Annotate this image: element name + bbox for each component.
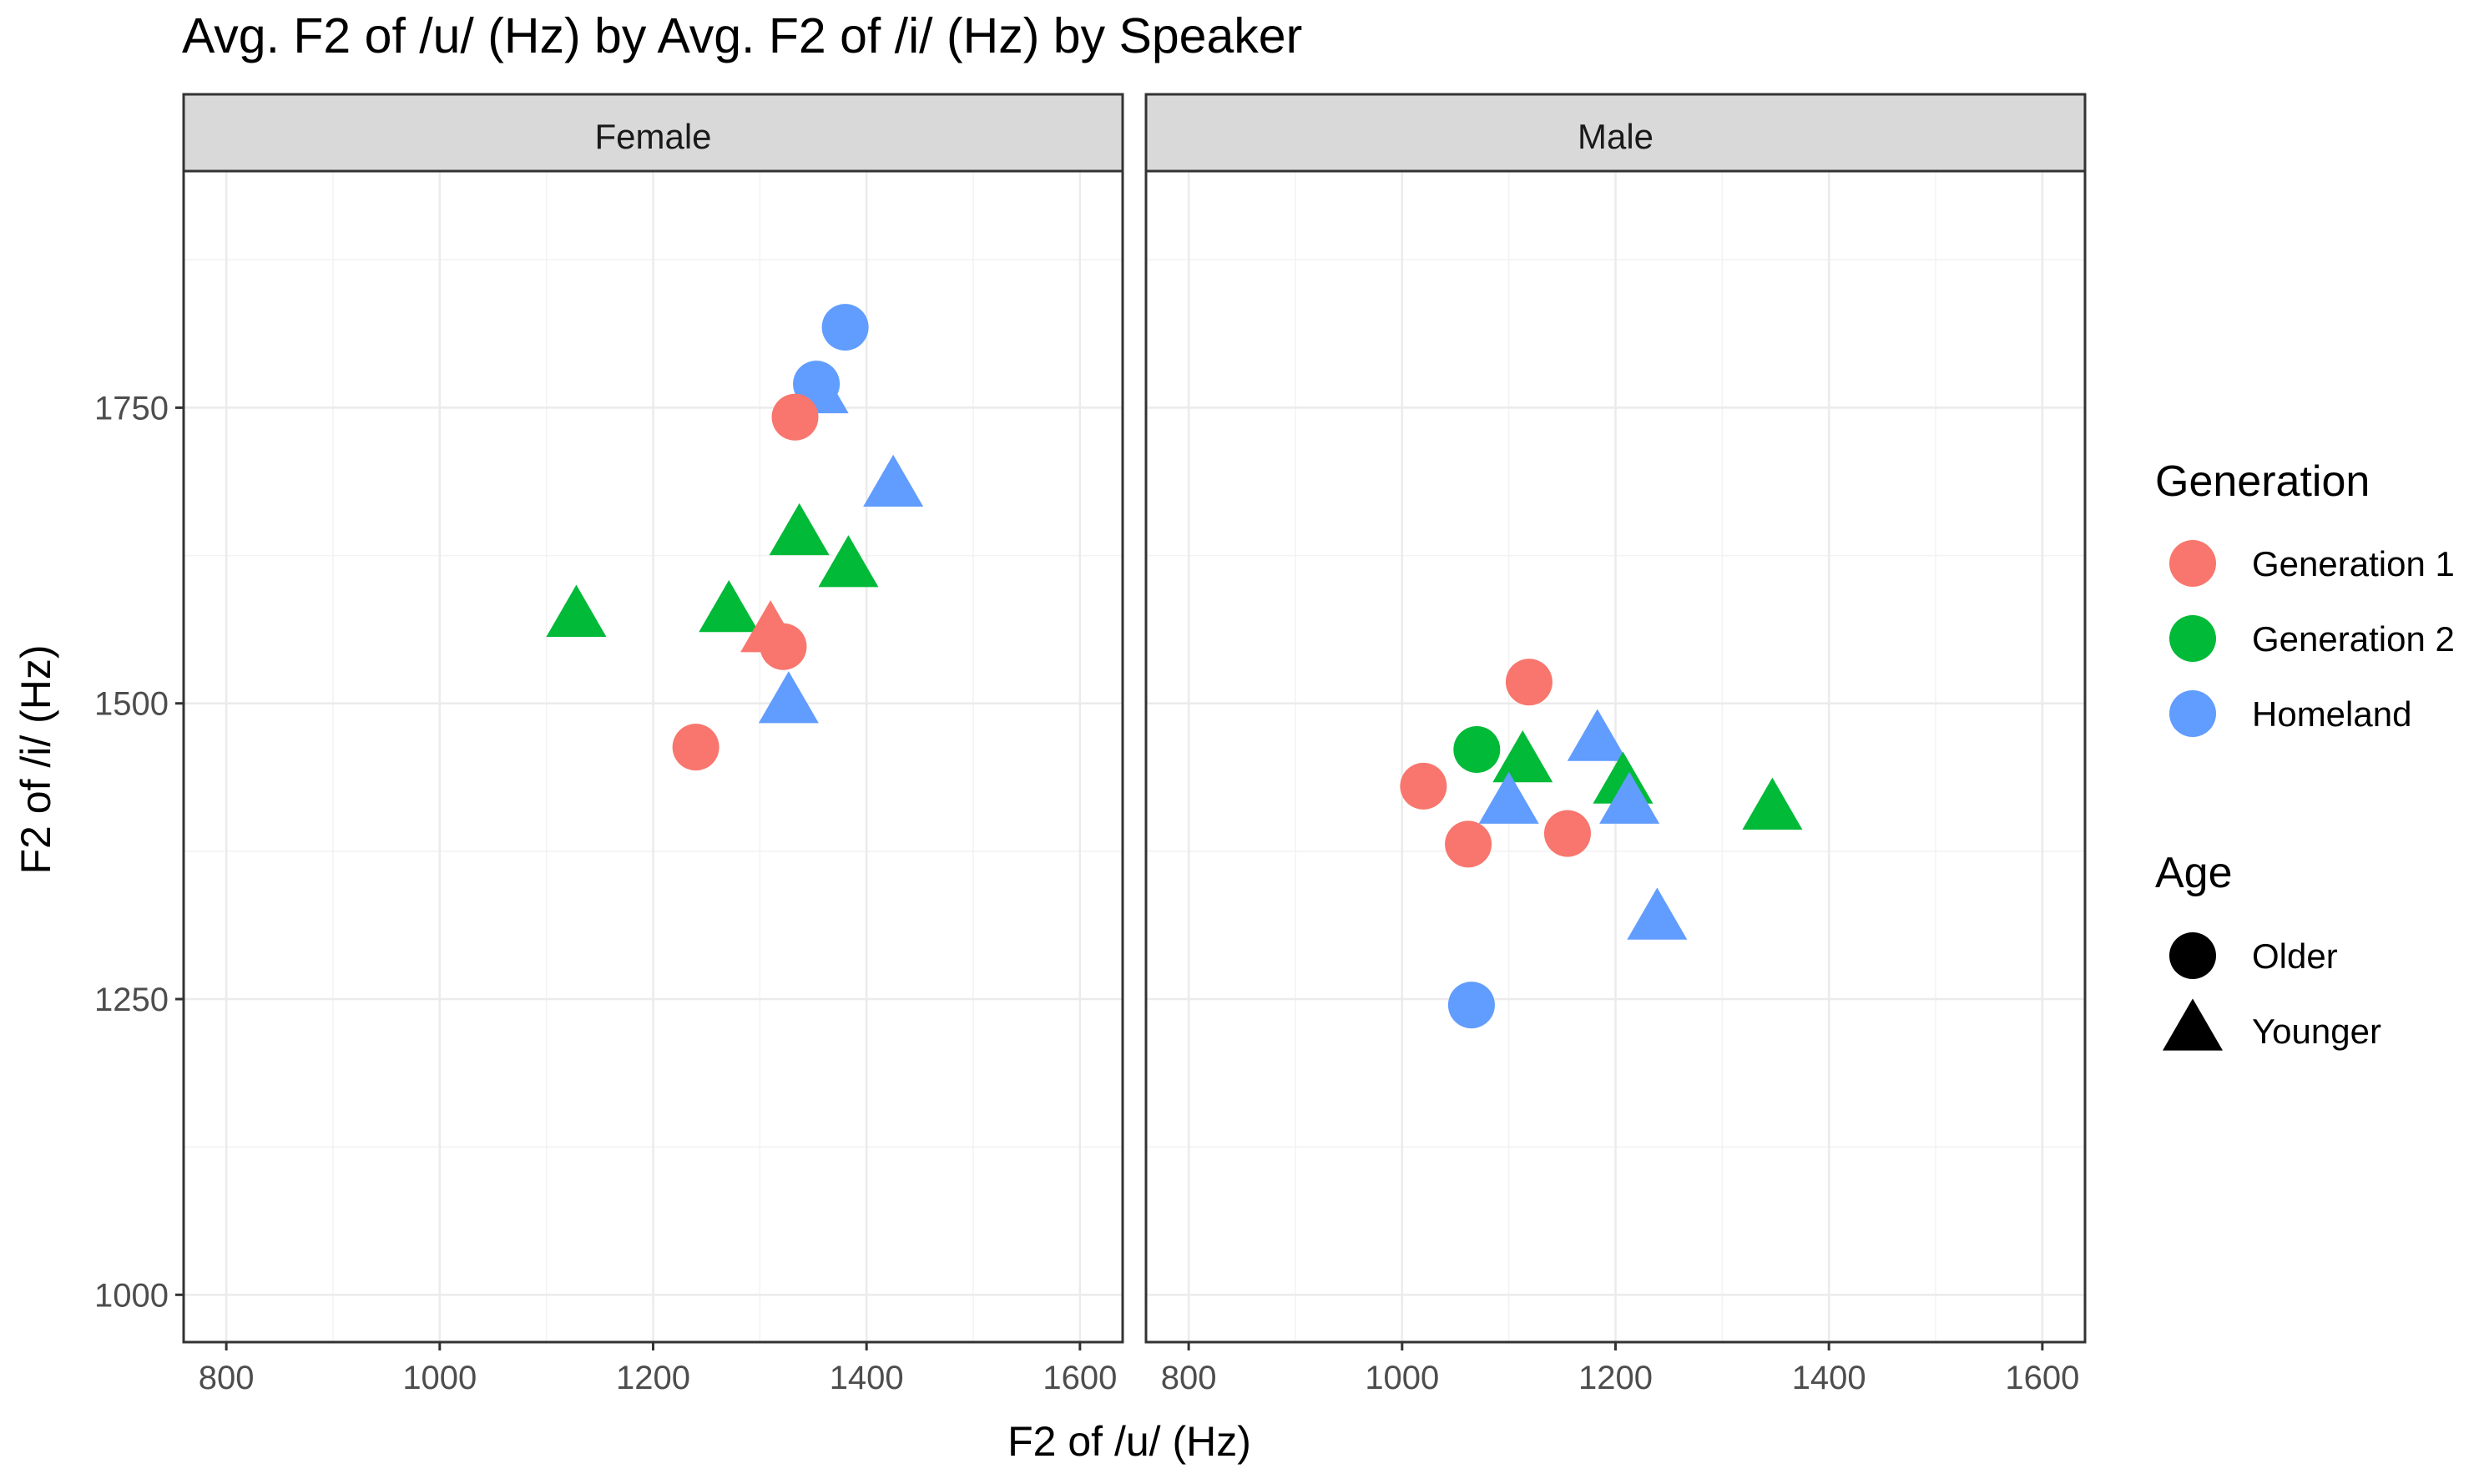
data-point — [1599, 771, 1660, 824]
x-axis-label: F2 of /u/ (Hz) — [1007, 1418, 1251, 1465]
y-tick-label: 1000 — [94, 1277, 169, 1314]
legend-label-age: Younger — [2252, 1012, 2381, 1051]
x-tick-label: 1200 — [1578, 1360, 1653, 1396]
legend-key-generation — [2169, 690, 2216, 737]
data-point — [1492, 729, 1553, 783]
facet-label-male: Male — [1578, 117, 1653, 156]
legend-label-age: Older — [2252, 936, 2338, 976]
panels-layer: Female 800 1000 1200 1400 1600 1000 1250 1500 175… — [94, 93, 2087, 1396]
data-point — [769, 502, 830, 556]
data-point — [1445, 820, 1492, 868]
legend-key-generation — [2169, 540, 2216, 587]
legend: Generation Generation 1 Generation 2 Homela… — [2155, 457, 2455, 1051]
x-tick-label: 1400 — [1792, 1360, 1866, 1396]
data-point — [771, 393, 819, 441]
x-tick-label: 1000 — [1365, 1360, 1439, 1396]
data-point — [818, 535, 879, 588]
facet-strip — [1144, 93, 2087, 173]
data-point — [760, 623, 807, 670]
x-tick-label: 1200 — [616, 1360, 690, 1396]
panel-female: Female 800 1000 1200 1400 1600 1000 1250 1500 175… — [94, 93, 1124, 1396]
data-point — [1400, 762, 1447, 810]
legend-label-generation: Homeland — [2252, 694, 2411, 734]
chart-title: Avg. F2 of /u/ (Hz) by Avg. F2 of /i/ (H… — [182, 8, 1302, 63]
data-point — [1742, 777, 1803, 830]
data-point — [1627, 887, 1688, 940]
data-point — [1543, 810, 1591, 857]
facet-strip — [182, 93, 1124, 173]
y-tick-label: 1750 — [94, 390, 169, 427]
legend-label-generation: Generation 2 — [2252, 619, 2455, 659]
y-axis-label: F2 of /i/ (Hz) — [13, 644, 59, 874]
data-point — [863, 454, 924, 507]
x-tick-label: 1400 — [830, 1360, 904, 1396]
data-point — [758, 671, 819, 724]
y-tick-label: 1500 — [94, 686, 169, 723]
y-tick-label: 1250 — [94, 982, 169, 1018]
data-point — [546, 584, 607, 637]
x-tick-label: 800 — [199, 1360, 255, 1396]
x-tick-label: 1600 — [2005, 1360, 2079, 1396]
x-tick-label: 1000 — [402, 1360, 477, 1396]
data-point — [672, 724, 719, 771]
data-point — [1567, 709, 1628, 761]
legend-key-generation — [2169, 615, 2216, 662]
x-tick-label: 800 — [1161, 1360, 1217, 1396]
points-layer — [546, 304, 1803, 1029]
legend-label-generation: Generation 1 — [2252, 544, 2455, 583]
data-point — [821, 304, 869, 351]
legend-key-age — [2163, 998, 2223, 1051]
legend-title-generation: Generation — [2155, 457, 2370, 506]
data-point — [793, 361, 841, 408]
legend-title-age: Age — [2155, 849, 2233, 897]
data-point — [699, 579, 760, 633]
legend-key-age — [2169, 932, 2216, 979]
facet-label-female: Female — [594, 117, 711, 156]
data-point — [1447, 982, 1495, 1029]
data-point — [1478, 771, 1539, 824]
data-point — [1505, 659, 1552, 706]
x-tick-label: 1600 — [1043, 1360, 1117, 1396]
data-point — [1453, 725, 1501, 773]
